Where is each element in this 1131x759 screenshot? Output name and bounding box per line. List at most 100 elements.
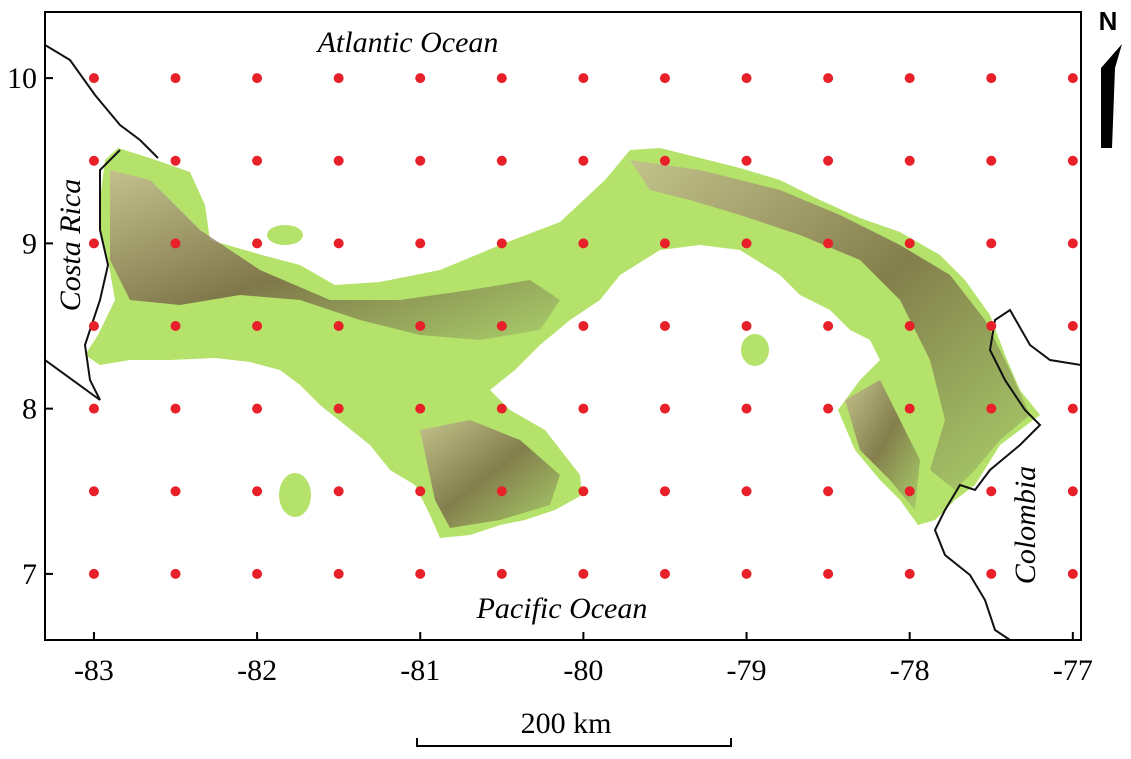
grid-point: [741, 73, 752, 84]
x-tick-label: -79: [727, 654, 767, 687]
grid-point: [1067, 486, 1078, 497]
grid-point: [904, 486, 915, 497]
grid-point: [904, 321, 915, 331]
x-tick-label: -80: [563, 654, 603, 687]
grid-point: [415, 568, 426, 579]
grid-point: [496, 73, 507, 84]
grid-point: [415, 238, 426, 249]
grid-point: [578, 73, 589, 84]
grid-point: [578, 486, 589, 497]
grid-point: [333, 321, 344, 331]
colombia-border: [933, 308, 1081, 640]
costa-rica-label: Costa Rica: [54, 179, 87, 312]
grid-point: [333, 403, 344, 414]
grid-point: [252, 321, 263, 331]
atlantic-ocean-label: Atlantic Ocean: [316, 26, 499, 59]
grid-point: [741, 155, 752, 166]
grid-point: [333, 238, 344, 249]
north-arrow-icon: [1101, 44, 1122, 148]
grid-point: [904, 403, 915, 414]
grid-point: [741, 568, 752, 579]
grid-point: [88, 403, 99, 414]
grid-point: [415, 321, 426, 331]
grid-point: [170, 403, 181, 414]
grid-point: [415, 73, 426, 84]
grid-point: [88, 73, 99, 84]
grid-point: [170, 155, 181, 166]
x-axis: -83 -82 -81 -80 -79 -78 -77: [74, 632, 1093, 687]
grid-point: [496, 568, 507, 579]
grid-point: [1067, 403, 1078, 414]
grid-point: [823, 321, 834, 331]
grid-point: [170, 321, 181, 331]
grid-point: [659, 155, 670, 166]
grid-point: [496, 155, 507, 166]
grid-point: [904, 155, 915, 166]
grid-point: [659, 238, 670, 249]
grid-point: [333, 155, 344, 166]
grid-point: [986, 568, 997, 579]
grid-points: [88, 73, 1078, 579]
grid-point: [415, 155, 426, 166]
bocas-island: [267, 225, 303, 245]
grid-point: [496, 321, 507, 331]
grid-point: [252, 486, 263, 497]
grid-point: [823, 403, 834, 414]
grid-point: [578, 568, 589, 579]
grid-point: [659, 486, 670, 497]
costa-rica-coast: [45, 44, 159, 401]
north-arrow: N: [1099, 6, 1122, 148]
x-tick-label: -82: [237, 654, 277, 687]
grid-point: [986, 321, 997, 331]
grid-point: [496, 238, 507, 249]
grid-point: [741, 238, 752, 249]
grid-point: [741, 486, 752, 497]
y-axis: 10 9 8 7: [7, 62, 53, 591]
grid-point: [986, 486, 997, 497]
relief-east: [630, 160, 1030, 490]
y-tick-label: 10: [7, 62, 37, 95]
grid-point: [170, 486, 181, 497]
grid-point: [1067, 568, 1078, 579]
grid-point: [986, 403, 997, 414]
grid-point: [578, 321, 589, 331]
grid-point: [496, 486, 507, 497]
grid-point: [823, 73, 834, 84]
pearl-islands: [741, 334, 769, 366]
grid-point: [904, 568, 915, 579]
grid-point: [741, 403, 752, 414]
grid-point: [252, 73, 263, 84]
grid-point: [415, 403, 426, 414]
grid-point: [252, 155, 263, 166]
y-tick-label: 7: [22, 558, 37, 591]
grid-point: [88, 321, 99, 331]
grid-point: [1067, 155, 1078, 166]
grid-point: [252, 403, 263, 414]
x-tick-label: -77: [1053, 654, 1093, 687]
grid-point: [170, 238, 181, 249]
grid-point: [986, 155, 997, 166]
grid-point: [1067, 321, 1078, 331]
grid-point: [88, 238, 99, 249]
grid-point: [170, 568, 181, 579]
map-frame: [44, 11, 1082, 641]
grid-point: [88, 155, 99, 166]
grid-point: [986, 238, 997, 249]
x-tick-label: -83: [74, 654, 114, 687]
x-tick-label: -81: [400, 654, 440, 687]
grid-point: [823, 568, 834, 579]
grid-point: [170, 73, 181, 84]
grid-point: [659, 73, 670, 84]
coiba-island: [279, 473, 311, 517]
grid-point: [496, 403, 507, 414]
grid-point: [823, 238, 834, 249]
grid-point: [659, 321, 670, 331]
relief-darien: [845, 380, 920, 510]
grid-point: [1067, 238, 1078, 249]
panama-landmass: [85, 148, 1040, 538]
colombia-label: Colombia: [1009, 466, 1042, 584]
grid-point: [1067, 73, 1078, 84]
grid-point: [252, 238, 263, 249]
scale-bar: 200 km: [416, 707, 732, 747]
